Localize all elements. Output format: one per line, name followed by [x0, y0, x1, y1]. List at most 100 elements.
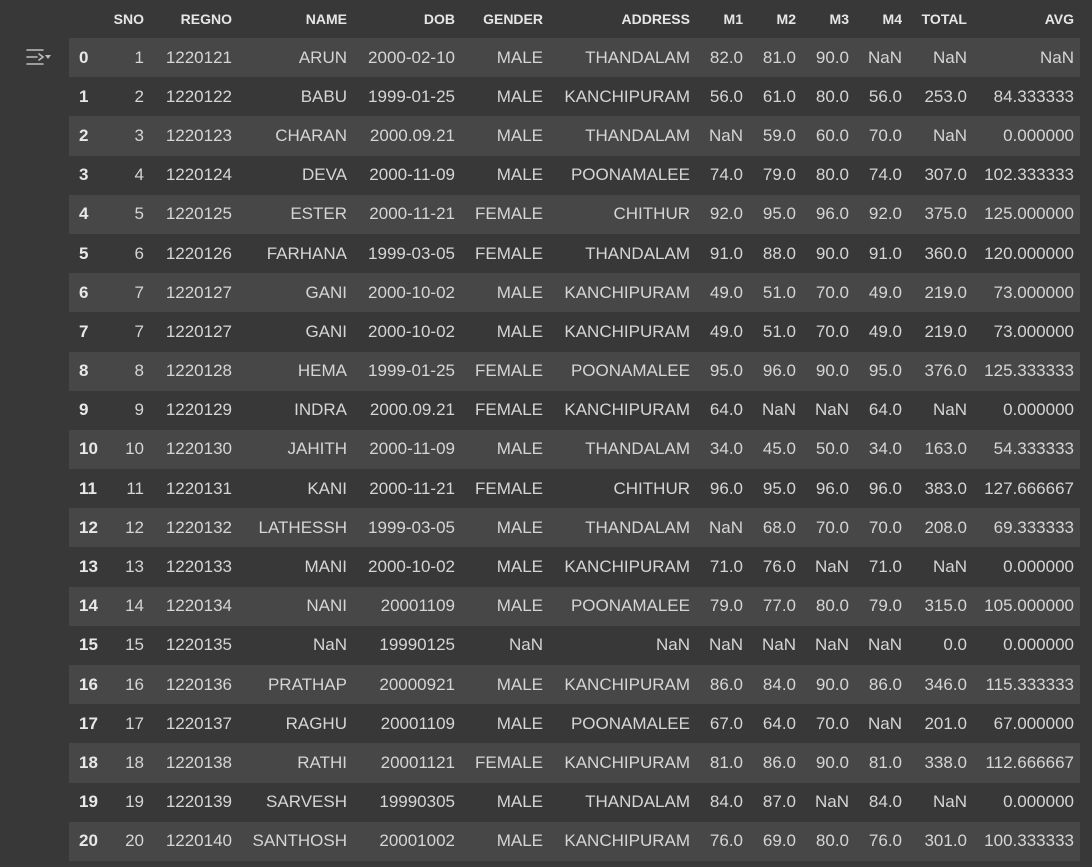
cell-regno: 1220124 [165, 165, 232, 185]
cell-avg: 120.000000 [984, 243, 1074, 263]
cell-m4: 95.0 [868, 361, 902, 381]
cell-name: JAHITH [287, 439, 348, 459]
cell-address: THANDALAM [585, 517, 690, 537]
cell-m3: 90.0 [815, 752, 849, 772]
table-row: 20 20 1220140 SANTHOSH 20001002 MALE KANCHIPUR… [69, 821, 1080, 861]
cell-address: THANDALAM [585, 47, 690, 67]
row-index: 3 [79, 165, 89, 185]
cell-regno: 1220132 [165, 517, 232, 537]
column-header-m4: M4 [855, 0, 908, 38]
cell-sno: 10 [125, 439, 144, 459]
cell-dob: 2000-02-10 [368, 47, 455, 67]
row-index: 20 [79, 831, 98, 851]
cell-regno: 1220133 [165, 557, 232, 577]
cell-regno: 1220135 [165, 635, 232, 655]
cell-m4: 79.0 [868, 596, 902, 616]
cell-regno: 1220126 [165, 243, 232, 263]
cell-regno: 1220121 [165, 47, 232, 67]
cell-address: CHITHUR [613, 478, 691, 498]
cell-address: THANDALAM [585, 125, 690, 145]
table-row: 2 3 1220123 CHARAN 2000.09.21 MALE THANDALAM Na… [69, 116, 1080, 156]
row-index: 0 [79, 47, 89, 67]
cell-avg: 0.000000 [1003, 792, 1074, 812]
index-header [69, 0, 105, 38]
cell-dob: 2000.09.21 [369, 400, 455, 420]
cell-m1: 86.0 [709, 674, 743, 694]
cell-sno: 8 [134, 361, 144, 381]
cell-avg: 67.000000 [993, 713, 1074, 733]
cell-name: DEVA [301, 165, 347, 185]
column-header-name: NAME [238, 0, 353, 38]
cell-m4: 64.0 [868, 400, 902, 420]
cell-name: RATHI [297, 752, 347, 772]
cell-dob: 1999-01-25 [368, 361, 455, 381]
cell-m2: 76.0 [762, 557, 796, 577]
cell-regno: 1220130 [165, 439, 232, 459]
row-index: 9 [79, 400, 89, 420]
table-row: 1 2 1220122 BABU 1999-01-25 MALE KANCHIPURAM 56… [69, 77, 1080, 117]
cell-m3: 70.0 [815, 517, 849, 537]
cell-m3: 80.0 [815, 831, 849, 851]
cell-m2: 51.0 [762, 321, 796, 341]
cell-avg: 73.000000 [993, 321, 1074, 341]
cell-m2: 95.0 [762, 204, 796, 224]
cell-m3: NaN [814, 792, 849, 812]
cell-dob: 19990305 [379, 792, 455, 812]
cell-sno: 16 [125, 674, 144, 694]
cell-total: 253.0 [924, 86, 967, 106]
cell-name: NaN [312, 635, 347, 655]
table-row: 15 15 1220135 NaN 19990125 NaN NaN NaN NaN NaN NaN… [69, 625, 1080, 665]
row-index: 2 [79, 125, 89, 145]
table-row: 5 6 1220126 FARHANA 1999-03-05 FEMALE THANDALA… [69, 233, 1080, 274]
table-row: 10 10 1220130 JAHITH 2000-11-09 MALE THANDALAM… [69, 429, 1080, 470]
cell-m1: 64.0 [709, 400, 743, 420]
cell-name: LATHESSH [258, 517, 348, 537]
cell-name: CHARAN [275, 125, 347, 145]
row-index: 8 [79, 361, 89, 381]
cell-avg: NaN [1039, 47, 1074, 67]
cell-total: 163.0 [924, 439, 967, 459]
table-body: 0 1 1220121 ARUN 2000-02-10 MALE THANDALAM 82.0… [69, 38, 1080, 861]
cell-avg: 0.000000 [1003, 635, 1074, 655]
cell-regno: 1220136 [165, 674, 232, 694]
cell-address: KANCHIPURAM [564, 321, 690, 341]
cell-m4: NaN [867, 635, 902, 655]
cell-name: MANI [304, 557, 348, 577]
cell-avg: 73.000000 [993, 282, 1074, 302]
cell-m2: 45.0 [762, 439, 796, 459]
cell-sno: 7 [134, 282, 144, 302]
cell-sno: 18 [125, 752, 144, 772]
cell-avg: 102.333333 [984, 165, 1074, 185]
cell-dob: 1999-03-05 [368, 243, 455, 263]
cell-dob: 2000-11-09 [369, 165, 455, 185]
table-row: 7 7 1220127 GANI 2000-10-02 MALE KANCHIPURAM 49… [69, 312, 1080, 352]
output-actions-icon[interactable] [24, 46, 52, 68]
row-index: 6 [79, 282, 89, 302]
cell-m4: 84.0 [868, 792, 902, 812]
cell-m3: 70.0 [815, 713, 849, 733]
dataframe-table: SNO REGNO NAME DOB GENDER ADDRESS M1 M2 M3 M4 TOTA… [69, 0, 1080, 861]
cell-name: NANI [306, 596, 347, 616]
table-row: 8 8 1220128 HEMA 1999-01-25 FEMALE POONAMALEE 9… [69, 351, 1080, 391]
cell-m1: 82.0 [709, 47, 743, 67]
cell-total: 376.0 [924, 361, 967, 381]
cell-sno: 3 [134, 125, 144, 145]
cell-total: NaN [932, 125, 967, 145]
cell-m2: 68.0 [762, 517, 796, 537]
cell-gender: FEMALE [474, 478, 543, 498]
cell-name: SARVESH [266, 792, 347, 812]
cell-m2: 87.0 [762, 792, 796, 812]
cell-m2: 96.0 [762, 361, 796, 381]
cell-avg: 0.000000 [1003, 557, 1074, 577]
cell-m4: 86.0 [868, 674, 902, 694]
cell-sno: 4 [134, 165, 144, 185]
cell-dob: 2000-10-02 [368, 321, 455, 341]
cell-m1: 71.0 [709, 557, 743, 577]
cell-sno: 14 [125, 596, 144, 616]
cell-total: 201.0 [924, 713, 967, 733]
cell-sno: 9 [134, 400, 144, 420]
cell-total: 360.0 [924, 243, 967, 263]
cell-total: NaN [932, 47, 967, 67]
cell-gender: MALE [496, 557, 543, 577]
cell-m2: 77.0 [762, 596, 796, 616]
